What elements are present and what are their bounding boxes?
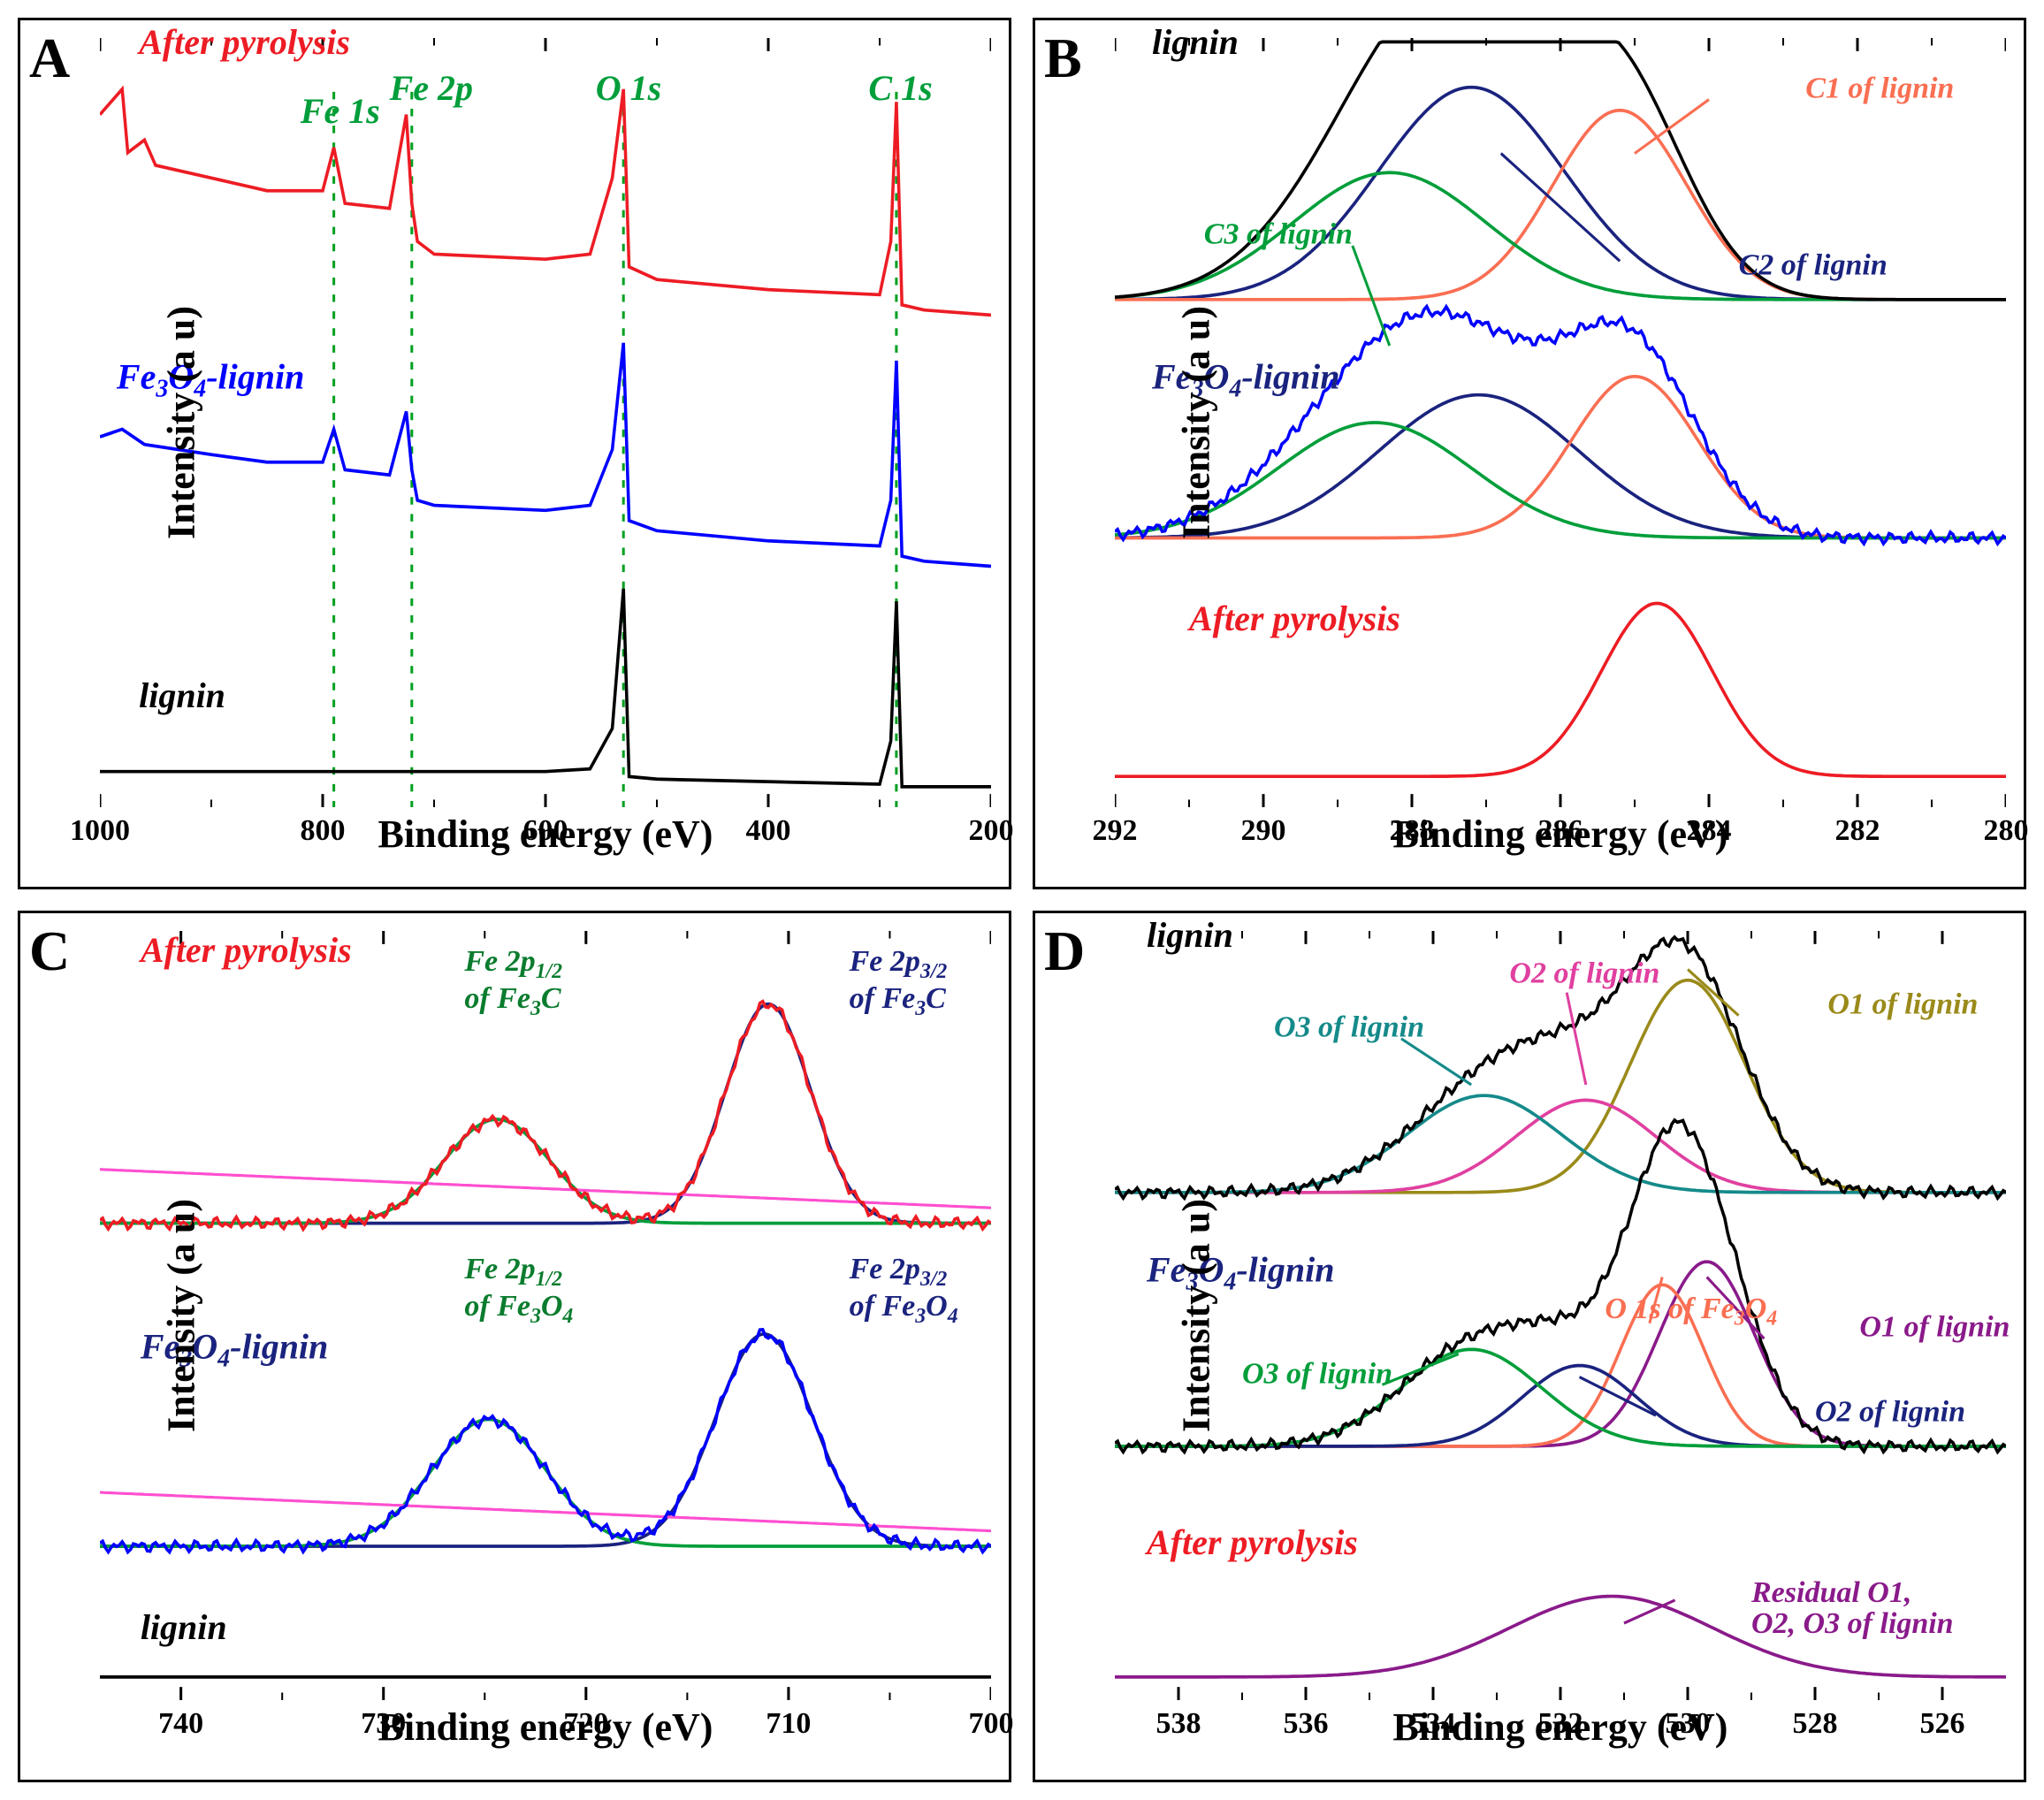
- component-curve: [100, 1004, 991, 1224]
- axis-area: 538536534532530528526ligninFe3O4-ligninA…: [1115, 931, 2006, 1700]
- x-tick-label: 200: [969, 814, 1014, 848]
- annotation-label: After pyrolysis: [1147, 1524, 1358, 1561]
- x-tick-label: 800: [301, 814, 346, 848]
- envelope-curve: [1115, 307, 2006, 544]
- annotation-label: O3 of lignin: [1242, 1358, 1392, 1390]
- component-curve: [1115, 395, 2006, 538]
- envelope-curve: [100, 1002, 991, 1230]
- x-axis-label: Binding energy (eV): [1393, 1705, 1728, 1750]
- x-axis-label: Binding energy (eV): [378, 1705, 713, 1750]
- annotation-label: Fe 2p1/2of Fe3C: [464, 946, 562, 1020]
- annotation-label: Fe 1s: [301, 93, 380, 130]
- x-tick-label: 282: [1835, 814, 1880, 848]
- panel-D: D 538536534532530528526ligninFe3O4-lignin…: [1033, 911, 2026, 1782]
- y-axis-label: Intensity (a u): [1174, 1199, 1219, 1432]
- annotation-label: Fe 2p: [390, 70, 473, 107]
- x-tick-label: 526: [1920, 1707, 1965, 1741]
- axis-area: 292290288286284282280ligninFe3O4-ligninA…: [1115, 38, 2006, 807]
- annotation-label: C1 of lignin: [1805, 72, 1954, 104]
- spectrum-line: [100, 89, 991, 316]
- x-tick-label: 528: [1793, 1707, 1838, 1741]
- component-curve: [100, 1419, 991, 1546]
- annotation-label: O1 of lignin: [1827, 989, 1978, 1021]
- x-tick-label: 700: [969, 1707, 1014, 1741]
- annotation-label: Fe 2p3/2of Fe3C: [850, 946, 948, 1020]
- plot-area: 292290288286284282280ligninFe3O4-ligninA…: [1035, 20, 2024, 887]
- annotation-label: O2 of lignin: [1509, 958, 1659, 990]
- panel-B: B 292290288286284282280ligninFe3O4-lignin…: [1033, 18, 2026, 889]
- x-tick-label: 290: [1241, 814, 1286, 848]
- panel-letter: A: [29, 26, 70, 91]
- annotation-label: O 1s: [596, 70, 661, 107]
- x-tick-label: 538: [1156, 1707, 1201, 1741]
- annotation-label: lignin: [1152, 23, 1239, 60]
- annotation-label: lignin: [139, 677, 225, 714]
- component-curve: [100, 1119, 991, 1223]
- component-curve: [1115, 1095, 2006, 1193]
- plot-area: 1000800600400200After pyrolysisFe3O4-lig…: [20, 20, 1009, 887]
- annotation-label: C 1s: [868, 70, 932, 107]
- annotation-label: Fe 2p1/2of Fe3O4: [464, 1254, 573, 1328]
- y-axis-label: Intensity (a u): [159, 1199, 204, 1432]
- axis-area: 1000800600400200After pyrolysisFe3O4-lig…: [100, 38, 991, 807]
- annotation-label: After pyrolysis: [139, 23, 350, 60]
- annotation-label: lignin: [141, 1608, 227, 1645]
- annotation-label: O1 of lignin: [1859, 1312, 2010, 1344]
- annotation-label: O 1s of Fe3O4: [1605, 1293, 1777, 1331]
- x-tick-label: 536: [1284, 1707, 1329, 1741]
- annotation-label: O3 of lignin: [1274, 1012, 1424, 1044]
- annotation-label: After pyrolysis: [141, 932, 352, 969]
- component-curve: [1115, 1100, 2006, 1192]
- panel-letter: B: [1044, 26, 1082, 91]
- annotation-label: Fe3O4-lignin: [117, 358, 304, 401]
- spectrum-line: [100, 589, 991, 787]
- annotation-label: O2 of lignin: [1815, 1397, 1965, 1429]
- x-tick-label: 400: [746, 814, 791, 848]
- axis-area: 740730720710700After pyrolysisFe3O4-lign…: [100, 931, 991, 1700]
- annotation-label: Residual O1,O2, O3 of lignin: [1751, 1577, 1954, 1640]
- y-axis-label: Intensity (a u): [1174, 306, 1219, 539]
- x-tick-label: 710: [766, 1707, 811, 1741]
- y-axis-label: Intensity (a u): [159, 306, 204, 539]
- x-tick-label: 1000: [70, 814, 130, 848]
- x-tick-label: 280: [1984, 814, 2029, 848]
- x-tick-label: 292: [1093, 814, 1138, 848]
- x-axis-label: Binding energy (eV): [378, 812, 713, 857]
- panel-C: C 740730720710700After pyrolysisFe3O4-lig…: [18, 911, 1011, 1782]
- plot-area: 740730720710700After pyrolysisFe3O4-lign…: [20, 913, 1009, 1780]
- x-axis-label: Binding energy (eV): [1393, 812, 1728, 857]
- annotation-label: C3 of lignin: [1204, 219, 1353, 251]
- annotation-label: Fe 2p3/2of Fe3O4: [850, 1254, 958, 1328]
- x-tick-label: 740: [158, 1707, 203, 1741]
- panel-A: A 1000800600400200After pyrolysisFe3O4-li…: [18, 18, 1011, 889]
- annotation-label: After pyrolysis: [1189, 600, 1400, 637]
- panel-letter: D: [1044, 919, 1085, 984]
- plot-area: 538536534532530528526ligninFe3O4-ligninA…: [1035, 913, 2024, 1780]
- annotation-label: C2 of lignin: [1739, 250, 1888, 282]
- chart-svg: [1115, 38, 2006, 807]
- annotation-label: lignin: [1147, 916, 1233, 953]
- chart-svg: [100, 38, 991, 807]
- baseline-curve: [100, 1170, 991, 1209]
- panel-letter: C: [29, 919, 70, 984]
